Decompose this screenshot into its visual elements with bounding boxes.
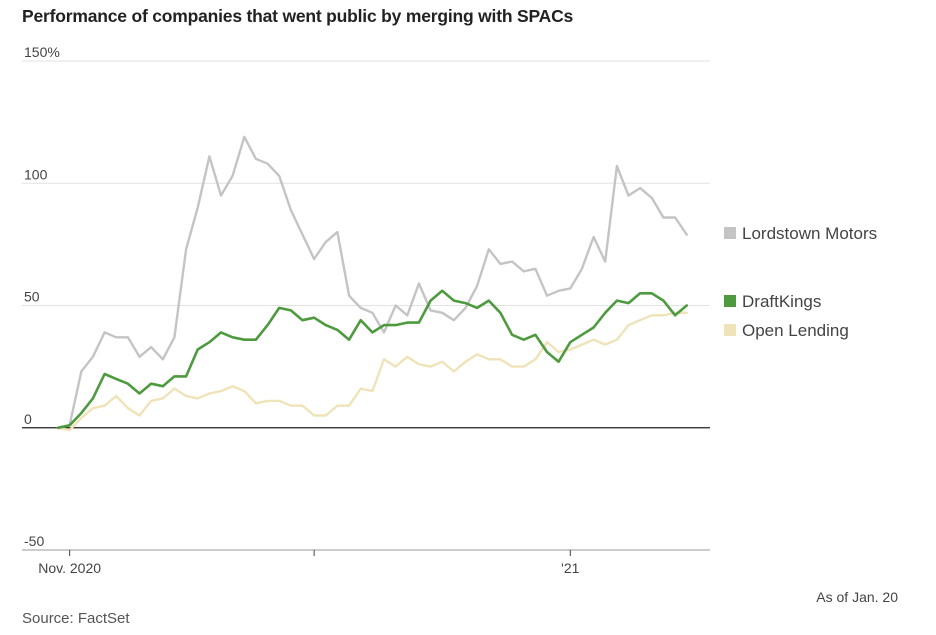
series-line-draftkings (56, 289, 689, 430)
y-tick-label: 100 (24, 166, 48, 182)
y-tick-label: -50 (24, 533, 44, 549)
legend-swatch (724, 227, 736, 239)
as-of-note: As of Jan. 20 (816, 589, 898, 605)
series-line-open-lending (56, 311, 688, 432)
series-line-lordstown-motors (56, 135, 688, 429)
source-note: Source: FactSet (22, 610, 130, 627)
x-tick-label: Nov. 2020 (38, 560, 101, 576)
legend-label: Open Lending (742, 321, 849, 340)
legend-label: Lordstown Motors (742, 224, 877, 243)
legend-swatch (724, 295, 736, 307)
y-tick-label: 0 (24, 411, 32, 427)
grid-lines (22, 60, 710, 551)
legend: Lordstown Motors DraftKings Open Lending (724, 224, 877, 340)
legend-label: DraftKings (742, 292, 821, 311)
y-tick-label: 150% (24, 44, 60, 60)
x-axis: Nov. 2020 '21 (38, 550, 580, 576)
chart-title: Performance of companies that went publi… (22, 6, 574, 26)
legend-swatch (724, 324, 736, 336)
y-tick-label: 50 (24, 289, 40, 305)
x-tick-label: '21 (561, 560, 579, 576)
y-axis-labels: 150% 100 50 0 -50 (24, 44, 60, 549)
series-lines (56, 135, 689, 432)
